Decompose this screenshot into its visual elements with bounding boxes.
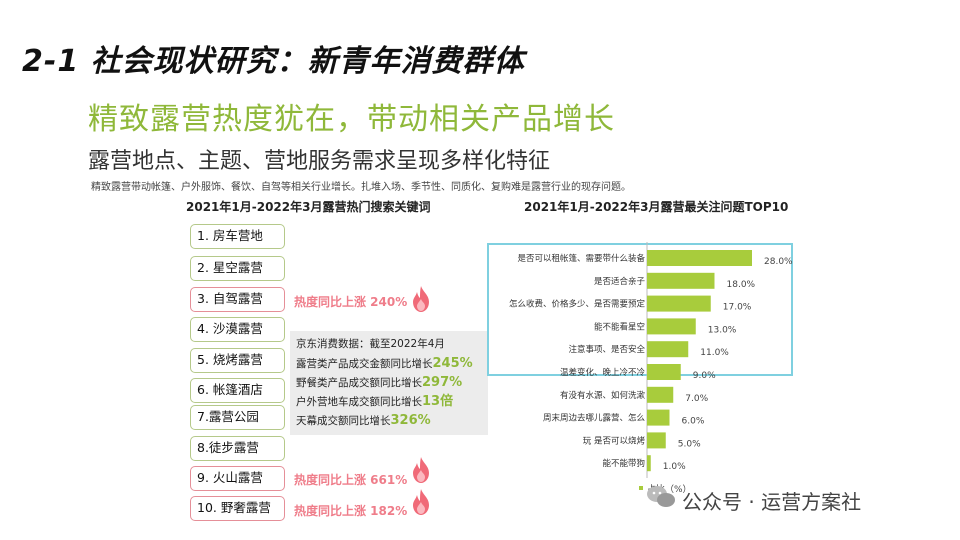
chart-value-label: 9.0% (693, 371, 716, 381)
chart-value-label: 5.0% (678, 439, 701, 449)
hot-label-10: 热度同比上涨 182% (294, 504, 408, 518)
chart-category-label: 温差变化、晚上冷不冷 (560, 367, 646, 378)
keyword-item-3: 3. 自驾露营 (190, 287, 285, 312)
chart-category-label: 有没有水源、如何洗漱 (560, 390, 646, 401)
chart-category-label: 是否适合亲子 (594, 276, 646, 287)
chart-bar (647, 364, 681, 380)
jd-stat-line: 露营类产品成交金额同比增长245% (296, 354, 482, 373)
wechat-icon (647, 486, 675, 507)
page-title: 2-1 社会现状研究：新青年消费群体 (22, 44, 525, 79)
jd-stat-line: 野餐类产品成交额同比增长297% (296, 373, 482, 392)
legend-swatch (639, 486, 643, 490)
jd-data-box: 京东消费数据：截至2022年4月 露营类产品成交金额同比增长245% 野餐类产品… (290, 331, 488, 435)
chart-bar (647, 318, 696, 335)
keyword-item-7: 7.露营公园 (190, 405, 285, 430)
chart-bar (647, 455, 651, 472)
jd-stat-text: 露营类产品成交金额同比增长 (296, 358, 433, 370)
hot-label-9: 热度同比上涨 661% (294, 473, 408, 487)
jd-stat-line: 户外营地车成交额同比增长13倍 (296, 392, 482, 411)
chart-value-label: 18.0% (727, 280, 756, 290)
chart-bar (647, 386, 674, 403)
flame-icon (413, 489, 429, 515)
page-description: 精致露营带动帐篷、户外服饰、餐饮、自驾等相关行业增长。扎堆入场、季节性、同质化、… (91, 182, 631, 193)
chart-category-label: 能不能看星空 (594, 321, 645, 332)
chart-category-label: 周末周边去哪儿露营、怎么 (543, 413, 646, 424)
keyword-item-9: 9. 火山露营 (190, 466, 285, 491)
bar-chart: 是否可以租帐篷、需要带什么装备 28.0% 是否适合亲子 18.0% 怎么收费、价格多少… (509, 242, 793, 495)
chart-category-label: 注意事项、是否安全 (568, 344, 645, 355)
chart-selection-frame (487, 243, 793, 376)
keywords-heading: 2021年1月-2022年3月露营热门搜索关键词 (186, 200, 431, 214)
hot-label-3: 热度同比上涨 240% (294, 295, 408, 309)
jd-stat-line: 天幕成交额同比增长326% (296, 411, 482, 430)
flame-icon (413, 457, 429, 483)
chart-bar (647, 341, 689, 358)
keyword-item-2: 2. 星空露营 (190, 256, 285, 281)
page-subheading: 露营地点、主题、营地服务需求呈现多样化特征 (88, 149, 551, 174)
jd-intro: 京东消费数据：截至2022年4月 (296, 338, 445, 350)
jd-stat-value: 13倍 (422, 394, 454, 409)
chart-category-label: 是否可以租帐篷、需要带什么装备 (517, 253, 645, 264)
keyword-item-8: 8.徒步露营 (190, 436, 285, 461)
chart-bar (647, 272, 715, 289)
keyword-item-1: 1. 房车营地 (190, 224, 285, 249)
chart-value-label: 11.0% (700, 348, 729, 358)
keyword-item-5: 5. 烧烤露营 (190, 348, 285, 373)
chart-bar (647, 432, 666, 449)
chart-bar (647, 295, 711, 312)
jd-stat-text: 户外营地车成交额同比增长 (296, 396, 422, 408)
chart-value-label: 13.0% (708, 325, 737, 335)
chart-bar (647, 409, 670, 426)
jd-stat-text: 野餐类产品成交额同比增长 (296, 377, 422, 389)
flame-icon (413, 286, 429, 312)
chart-value-label: 28.0% (764, 257, 793, 267)
chart-bar (647, 250, 752, 266)
keyword-item-6: 6. 帐篷酒店 (190, 378, 285, 403)
jd-stat-text: 天幕成交额同比增长 (296, 415, 391, 427)
keyword-item-4: 4. 沙漠露营 (190, 317, 285, 342)
jd-stat-value: 297% (422, 375, 463, 390)
jd-stat-value: 326% (390, 413, 431, 428)
chart-value-label: 6.0% (682, 417, 705, 427)
chart-category-label: 怎么收费、价格多少、是否需要预定 (509, 299, 646, 310)
page-subtitle: 精致露营热度犹在，带动相关产品增长 (88, 102, 615, 137)
keyword-item-10: 10. 野奢露营 (190, 496, 285, 521)
chart-value-label: 7.0% (685, 394, 708, 404)
jd-stat-value: 245% (432, 356, 473, 371)
chart-category-label: 玩 是否可以烧烤 (583, 435, 646, 446)
watermark-text: 公众号 · 运营方案社 (682, 490, 862, 514)
chart-value-label: 1.0% (663, 462, 686, 472)
chart-value-label: 17.0% (723, 303, 752, 313)
chart-category-label: 能不能带狗 (602, 458, 645, 469)
chart-title: 2021年1月-2022年3月露营最关注问题TOP10 (524, 200, 789, 214)
